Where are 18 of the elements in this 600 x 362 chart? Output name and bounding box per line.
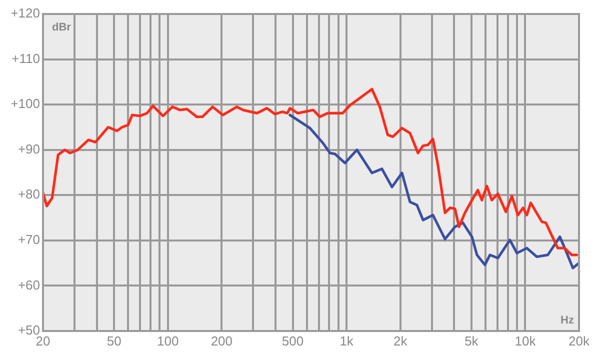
x-tick-label: 10k xyxy=(514,333,536,348)
x-tick-label: 200 xyxy=(210,333,233,348)
x-axis-title: Hz xyxy=(560,314,574,327)
x-tick-label: 500 xyxy=(282,333,304,348)
x-tick-label: 50 xyxy=(106,333,122,348)
y-tick-label: +110 xyxy=(12,50,40,66)
x-tick-label: 1k xyxy=(340,333,354,348)
x-tick-label: 20k xyxy=(568,333,590,348)
y-tick-label: +60 xyxy=(18,277,40,292)
y-tick-label: +80 xyxy=(18,186,40,202)
y-axis-title: dBr xyxy=(52,22,72,34)
x-tick-label: 100 xyxy=(157,333,179,348)
y-tick-label: +100 xyxy=(10,96,40,112)
x-tick-label: 5k xyxy=(464,333,479,348)
y-tick-label: +70 xyxy=(18,232,40,248)
x-tick-label: 2k xyxy=(393,333,408,348)
y-tick-label: +90 xyxy=(18,141,40,156)
y-tick-label: +120 xyxy=(10,6,40,21)
